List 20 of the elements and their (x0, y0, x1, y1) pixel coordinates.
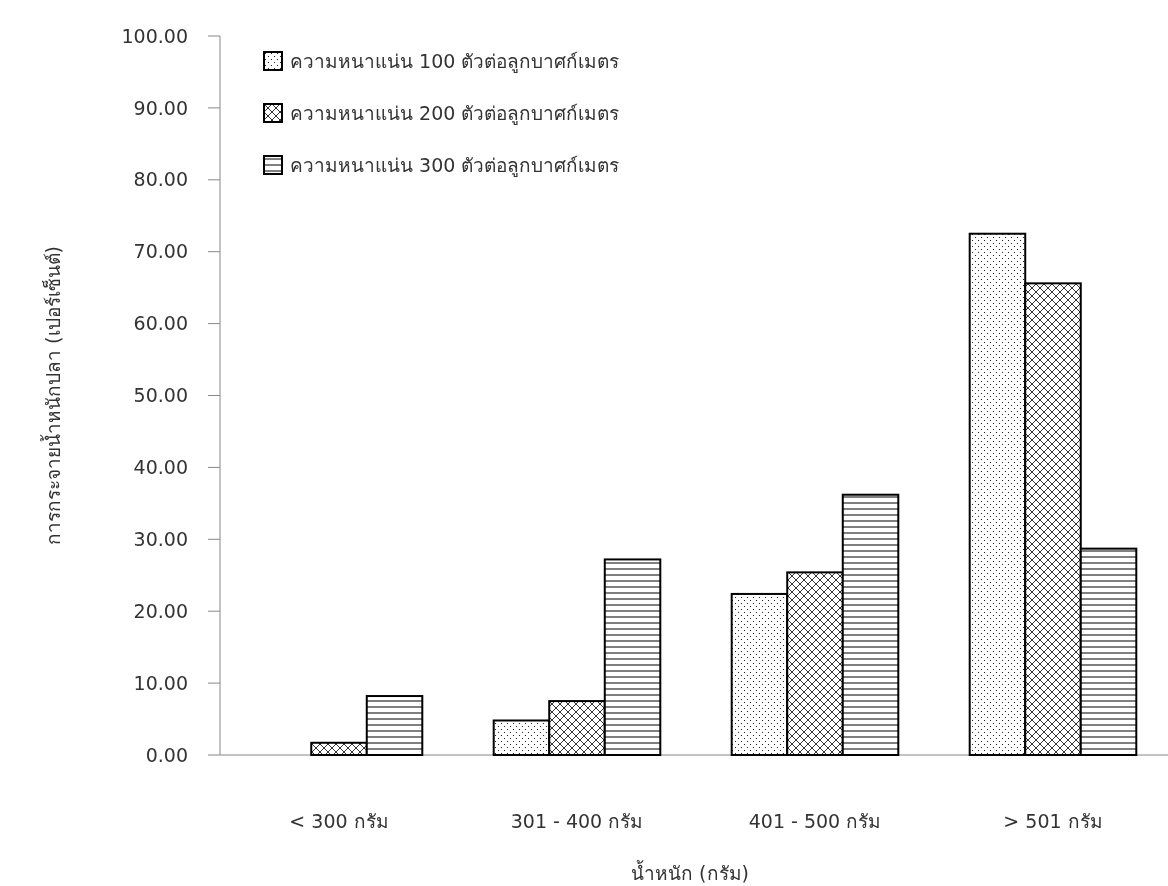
legend-label: ความหนาแน่น 200 ตัวต่อลูกบาศก์เมตร (290, 101, 620, 125)
x-tick-label: < 300 กรัม (289, 810, 389, 832)
y-tick-label: 100.00 (121, 24, 188, 47)
x-tick-label: > 501 กรัม (1003, 810, 1103, 832)
y-tick-label: 40.00 (133, 456, 188, 479)
x-tick-label: 301 - 400 กรัม (510, 810, 644, 832)
y-tick-label: 10.00 (133, 671, 188, 694)
y-tick-label: 70.00 (133, 240, 188, 263)
x-axis-title: น้ำหนัก (กรัม) (631, 860, 749, 884)
y-tick-label: 90.00 (133, 96, 188, 119)
legend-label: ความหนาแน่น 300 ตัวต่อลูกบาศก์เมตร (290, 153, 620, 177)
y-tick-label: 30.00 (133, 527, 188, 550)
y-tick-label: 60.00 (133, 312, 188, 335)
y-axis-title: การกระจายน้ำหนักปลา (เปอร์เซ็นต์) (40, 246, 64, 545)
y-tick-label: 0.00 (145, 743, 188, 766)
y-tick-label: 20.00 (133, 599, 188, 622)
y-tick-label: 80.00 (133, 168, 188, 191)
x-tick-label: 401 - 500 กรัม (748, 810, 882, 832)
y-tick-label: 50.00 (133, 384, 188, 407)
legend-label: ความหนาแน่น 100 ตัวต่อลูกบาศก์เมตร (290, 49, 620, 73)
